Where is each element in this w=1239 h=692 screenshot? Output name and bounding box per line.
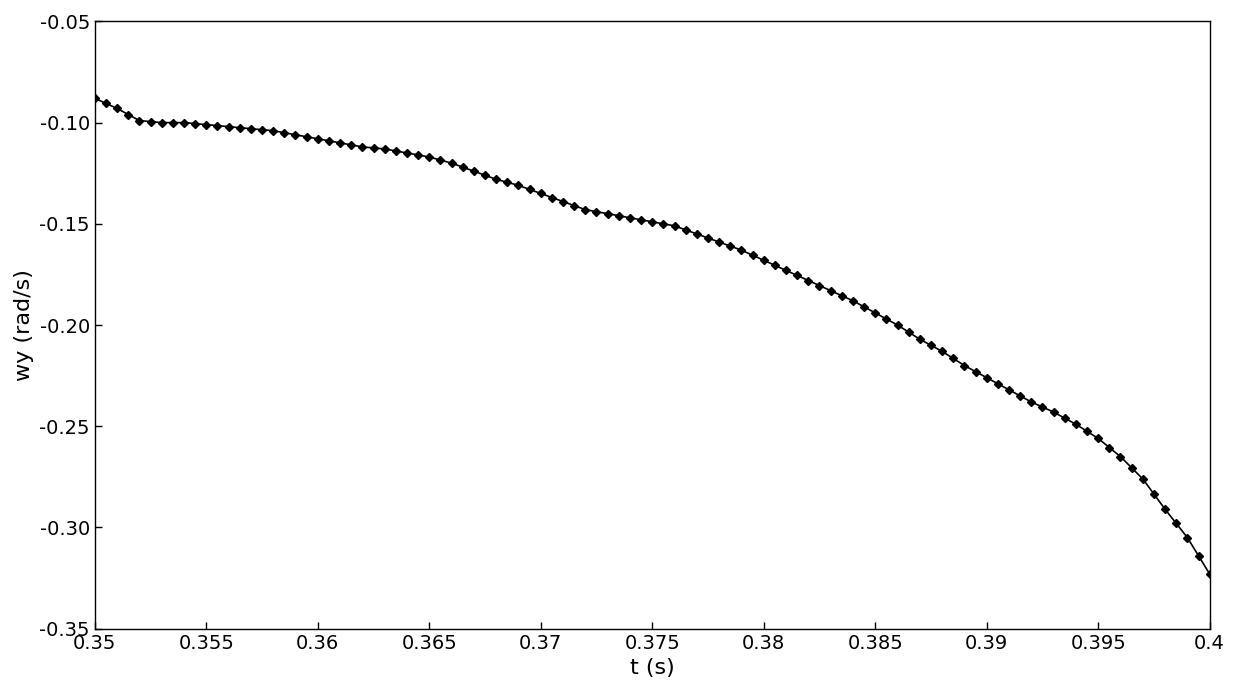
- Y-axis label: wy (rad/s): wy (rad/s): [14, 269, 33, 381]
- X-axis label: t (s): t (s): [629, 658, 674, 678]
